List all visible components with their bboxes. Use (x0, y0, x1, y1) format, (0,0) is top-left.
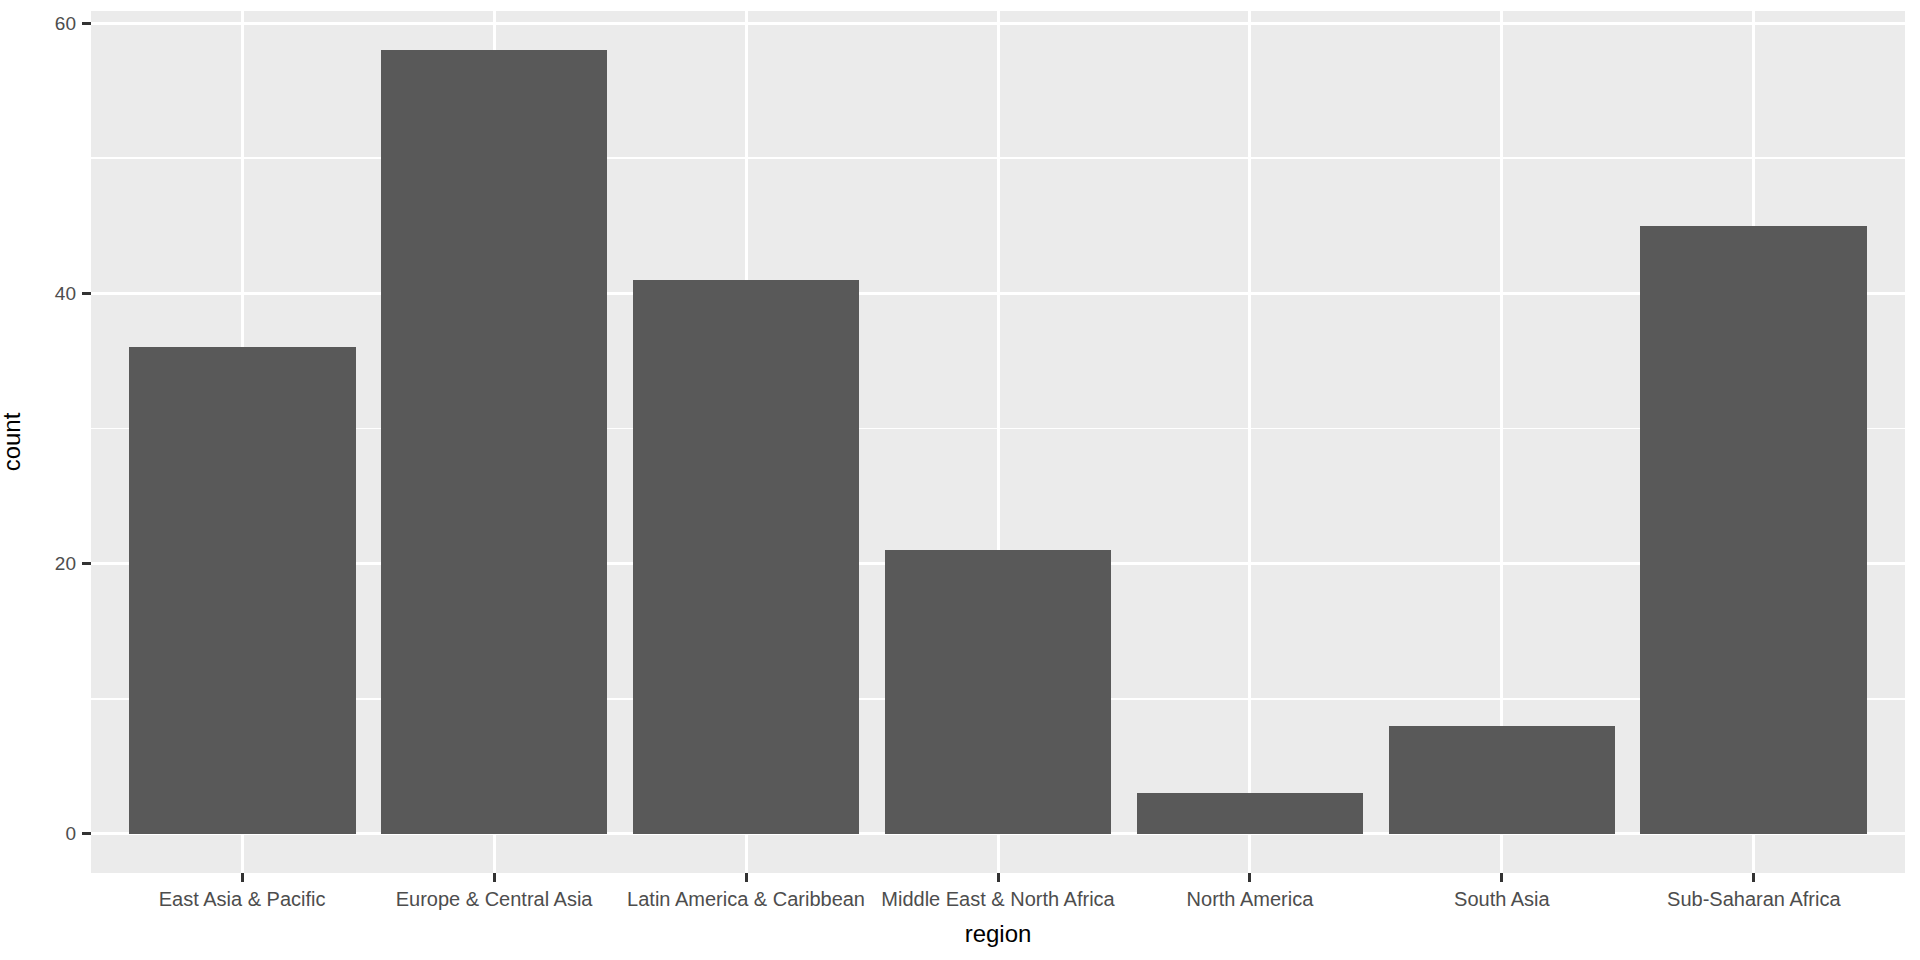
bar-latin-america-caribbean (633, 280, 860, 834)
x-tick-mark-east-asia-pacific (241, 873, 244, 882)
x-tick-mark-europe-central-asia (493, 873, 496, 882)
x-tick-label-east-asia-pacific: East Asia & Pacific (159, 889, 326, 909)
x-tick-mark-south-asia (1500, 873, 1503, 882)
bar-south-asia (1389, 726, 1616, 834)
major-gridline-x-north-america (1248, 11, 1251, 873)
plot-panel (91, 11, 1905, 873)
x-tick-mark-north-america (1248, 873, 1251, 882)
bar-chart-figure: 0 20 40 60 East Asia & Pacific Europe & Cent… (0, 0, 1920, 960)
x-tick-label-middle-east-north-africa: Middle East & North Africa (881, 889, 1114, 909)
y-tick-mark-40 (82, 292, 91, 295)
bar-north-america (1137, 793, 1364, 834)
x-tick-label-europe-central-asia: Europe & Central Asia (396, 889, 593, 909)
x-tick-label-sub-saharan-africa: Sub-Saharan Africa (1667, 889, 1840, 909)
y-tick-label-40: 40 (0, 284, 76, 303)
bar-middle-east-north-africa (885, 550, 1112, 834)
bar-sub-saharan-africa (1640, 226, 1867, 834)
y-tick-mark-60 (82, 22, 91, 25)
x-tick-mark-sub-saharan-africa (1752, 873, 1755, 882)
x-tick-label-north-america: North America (1187, 889, 1314, 909)
y-tick-mark-20 (82, 562, 91, 565)
x-tick-label-south-asia: South Asia (1454, 889, 1550, 909)
x-tick-label-latin-america-caribbean: Latin America & Caribbean (627, 889, 865, 909)
bar-east-asia-pacific (129, 347, 356, 833)
y-axis-title: count (0, 413, 26, 472)
x-tick-mark-latin-america-caribbean (745, 873, 748, 882)
y-tick-label-20: 20 (0, 554, 76, 573)
x-tick-mark-middle-east-north-africa (997, 873, 1000, 882)
y-tick-mark-0 (82, 832, 91, 835)
y-tick-label-60: 60 (0, 14, 76, 33)
x-axis-title: region (965, 920, 1032, 948)
y-tick-label-0: 0 (0, 824, 76, 843)
bar-europe-central-asia (381, 50, 608, 834)
